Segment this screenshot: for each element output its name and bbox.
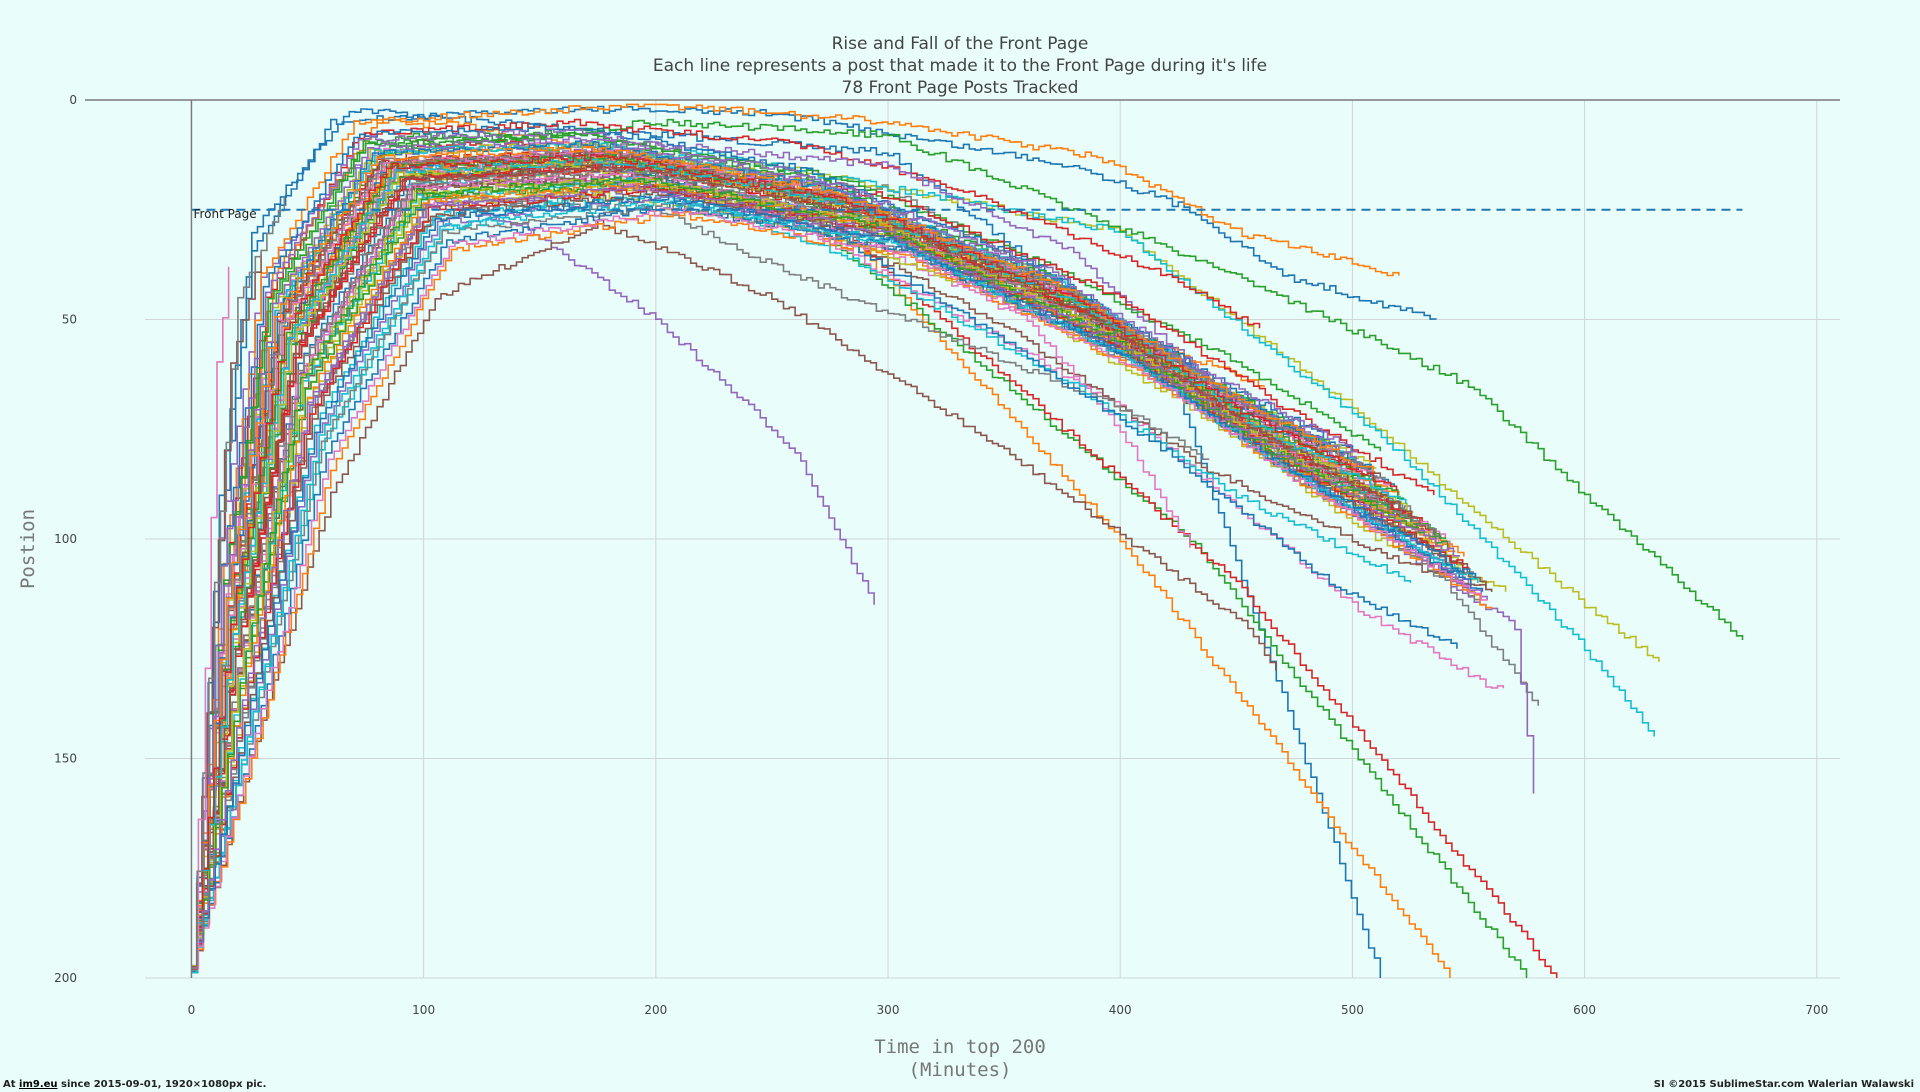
footer-left: At im9.eu since 2015-09-01, 1920×1080px … (3, 1078, 266, 1092)
series-line (191, 154, 1400, 969)
y-tick-label: 200 (54, 971, 77, 985)
footer-link[interactable]: im9.eu (19, 1079, 58, 1090)
series-line (191, 103, 1400, 968)
series-line (191, 163, 1419, 969)
y-tick-label: 0 (69, 93, 77, 107)
series-line (191, 154, 1398, 970)
chart-subtitle: Each line represents a post that made it… (653, 56, 1267, 76)
y-tick-label: 50 (62, 313, 77, 327)
series-line (191, 185, 1470, 968)
series-line (191, 184, 1465, 974)
series-line (191, 200, 1479, 974)
y-tick-label: 150 (54, 752, 77, 766)
series-line (191, 149, 1391, 970)
footer-prefix: At (3, 1079, 20, 1090)
footer-credit: SI ©2015 SublimeStar.com Walerian Walaws… (1653, 1079, 1914, 1090)
x-axis-title: Time in top 200 (874, 1036, 1046, 1058)
series-line (191, 128, 1358, 968)
chart-subtitle-count: 78 Front Page Posts Tracked (842, 78, 1079, 98)
series-line (191, 201, 1481, 973)
series-line (191, 171, 1505, 974)
series-line (191, 168, 1437, 972)
x-tick-label: 400 (1109, 1003, 1132, 1017)
series-line (191, 211, 1493, 972)
series-line (191, 162, 1423, 968)
series-line (191, 196, 286, 970)
series-line (191, 184, 1460, 969)
chart-title: Rise and Fall of the Front Page (832, 34, 1089, 54)
series-line (191, 207, 1488, 969)
series-line (191, 150, 1493, 968)
x-tick-label: 600 (1573, 1003, 1596, 1017)
x-tick-label: 100 (412, 1003, 435, 1017)
series-line (191, 176, 1449, 970)
tick-labels: 0 100 200 300 400 500 600 700 0 50 100 150 200 (54, 93, 1828, 1017)
series-line (191, 177, 1412, 974)
series-line (191, 193, 1477, 969)
footer-suffix: since 2015-09-01, 1920×1080px pic. (57, 1079, 267, 1090)
x-tick-label: 200 (644, 1003, 667, 1017)
series-line (191, 185, 1423, 969)
x-tick-label: 500 (1341, 1003, 1364, 1017)
x-tick-label: 300 (877, 1003, 900, 1017)
x-tick-label: 700 (1805, 1003, 1828, 1017)
x-tick-label: 0 (188, 1003, 196, 1017)
series-line (191, 219, 1277, 968)
y-axis-title: Postion (17, 509, 39, 589)
series-line (191, 266, 230, 970)
series-line (191, 194, 1488, 968)
front-page-annotation: Front Page (193, 207, 256, 221)
y-tick-label: 100 (54, 532, 77, 546)
series-line (191, 108, 1382, 978)
x-axis-unit: (Minutes) (909, 1059, 1012, 1081)
series-group (191, 103, 1744, 978)
series-line (191, 118, 1261, 971)
series-line (191, 193, 1458, 974)
series-line (191, 105, 1437, 971)
series-line (191, 145, 1375, 969)
series-line (191, 253, 262, 968)
axes (85, 99, 1840, 978)
